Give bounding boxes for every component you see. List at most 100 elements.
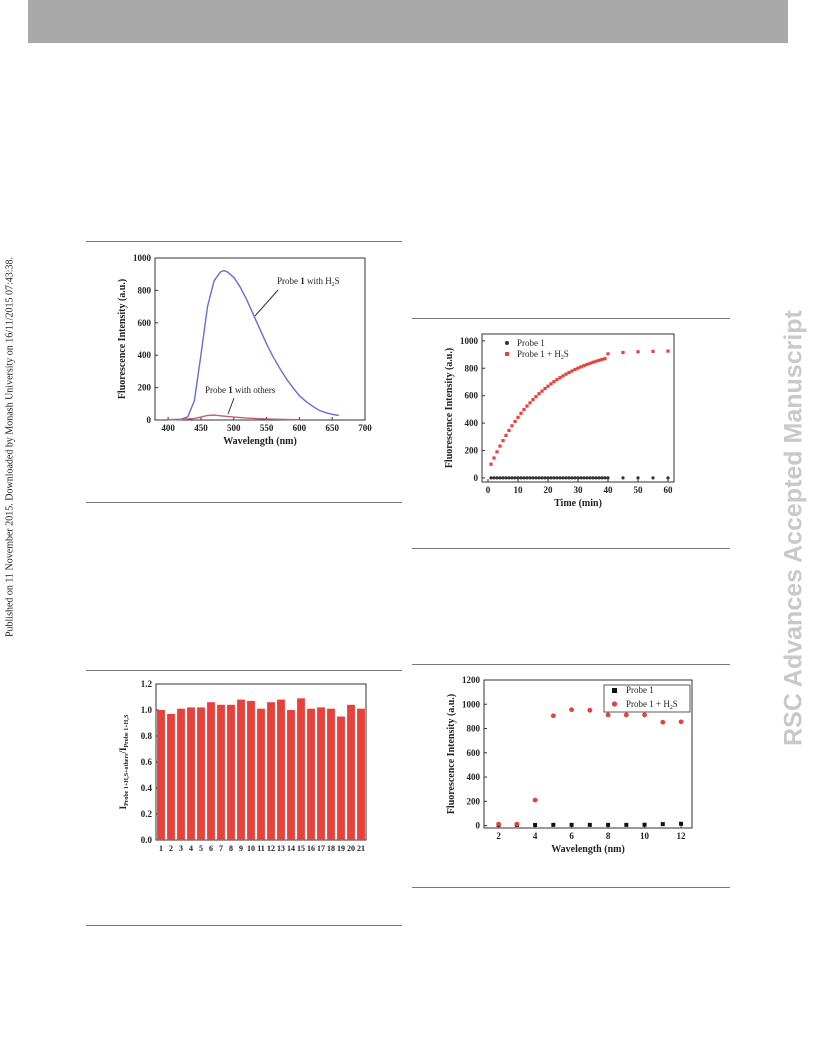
data-point <box>597 358 601 362</box>
data-point <box>519 476 523 480</box>
x-tick-label: 18 <box>327 844 335 853</box>
x-tick-label: 700 <box>358 423 372 433</box>
data-point <box>552 380 556 384</box>
figure-rule <box>86 502 402 503</box>
data-point <box>525 476 529 480</box>
data-point <box>492 476 496 480</box>
data-point <box>531 476 535 480</box>
x-tick-label: 19 <box>337 844 345 853</box>
data-point <box>600 357 604 362</box>
data-point <box>576 476 580 480</box>
x-tick-label: 12 <box>677 831 687 841</box>
data-point <box>519 411 523 415</box>
data-point <box>642 822 647 827</box>
y-tick-label: 600 <box>467 748 481 758</box>
data-point <box>587 822 592 827</box>
bar <box>257 708 265 840</box>
plot-frame <box>481 333 675 483</box>
bar <box>177 708 185 840</box>
data-point <box>651 476 655 480</box>
x-tick-label: 50 <box>634 485 644 495</box>
data-point <box>582 476 586 480</box>
data-point <box>636 476 640 480</box>
data-point <box>504 433 508 438</box>
plot-frame <box>483 679 693 829</box>
data-point <box>564 372 568 376</box>
y-tick-label: 0 <box>476 821 481 831</box>
annotation-others-bold: 1 <box>228 385 233 395</box>
data-point <box>597 476 601 480</box>
data-point <box>489 462 493 466</box>
data-point <box>558 376 562 380</box>
data-point <box>543 476 547 480</box>
data-point <box>550 713 556 719</box>
bar <box>357 708 365 840</box>
data-point <box>636 350 640 354</box>
y-tick-label: 0.4 <box>141 783 153 793</box>
annotation-h2s-part: Probe <box>277 276 300 286</box>
data-point <box>591 360 595 364</box>
annotation-h2s: Probe 1 with H2S <box>277 276 340 288</box>
data-point <box>679 821 684 826</box>
annotation-h2s-sub: 2 <box>332 282 335 288</box>
x-tick-label: 20 <box>544 485 554 495</box>
data-point <box>588 361 592 365</box>
data-point <box>537 392 541 396</box>
data-point <box>603 357 607 361</box>
legend-label-part: S <box>564 349 569 359</box>
data-point <box>504 476 508 480</box>
legend-label: Probe 1 <box>517 338 545 348</box>
x-tick-label: 6 <box>209 844 213 853</box>
data-point <box>567 476 571 480</box>
data-point <box>501 439 505 443</box>
data-point <box>660 719 666 725</box>
x-tick-label: 15 <box>297 844 305 853</box>
data-point <box>561 476 565 480</box>
publication-notice: Published on 11 November 2015. Downloade… <box>4 256 16 638</box>
x-tick-label: 3 <box>179 844 183 853</box>
data-point <box>573 476 577 480</box>
y-tick-label: 400 <box>467 772 481 782</box>
data-point <box>582 364 586 368</box>
legend-box <box>603 684 691 713</box>
data-point <box>591 476 595 480</box>
annotation-h2s-part: with H <box>305 276 333 286</box>
data-point <box>495 450 499 454</box>
data-point <box>501 476 505 480</box>
x-axis-label: Time (min) <box>554 498 602 509</box>
data-point <box>549 382 553 386</box>
data-point <box>555 378 559 382</box>
data-point <box>623 712 629 718</box>
data-point <box>525 404 529 408</box>
data-point <box>561 374 565 378</box>
bar <box>297 698 305 840</box>
watermark: RSC Advances Accepted Manuscript <box>779 309 808 746</box>
x-tick-label: 9 <box>239 844 243 853</box>
legend-marker <box>505 352 509 356</box>
data-point <box>606 352 610 356</box>
data-point <box>570 369 574 373</box>
x-tick-label: 550 <box>260 423 274 433</box>
emission-spectra-chart: 400 450 500 550 600 650 700 0 200 400 600 800 1000 Wa… <box>117 253 372 447</box>
data-point <box>489 476 493 480</box>
legend-label-part: Probe 1 + H <box>626 699 670 709</box>
bar <box>347 704 355 840</box>
x-tick-label: 10 <box>514 485 524 495</box>
y-tick-label: 0 <box>147 415 152 425</box>
data-point <box>516 476 520 480</box>
data-point <box>606 822 611 827</box>
figure-rule <box>412 664 730 665</box>
bar <box>287 710 295 840</box>
annotation-h2s-part: S <box>335 276 340 286</box>
x-tick-label: 2 <box>496 831 501 841</box>
data-point <box>533 822 538 827</box>
y-tick-label: 0.2 <box>141 809 153 819</box>
data-point <box>579 365 583 369</box>
x-tick-label: 14 <box>287 844 295 853</box>
bar <box>217 704 225 840</box>
annotation-others-part: with others <box>233 385 276 395</box>
bar <box>267 702 275 840</box>
y-tick-label: 0.0 <box>141 835 153 845</box>
figure-rule <box>86 241 402 242</box>
data-point <box>567 370 571 375</box>
